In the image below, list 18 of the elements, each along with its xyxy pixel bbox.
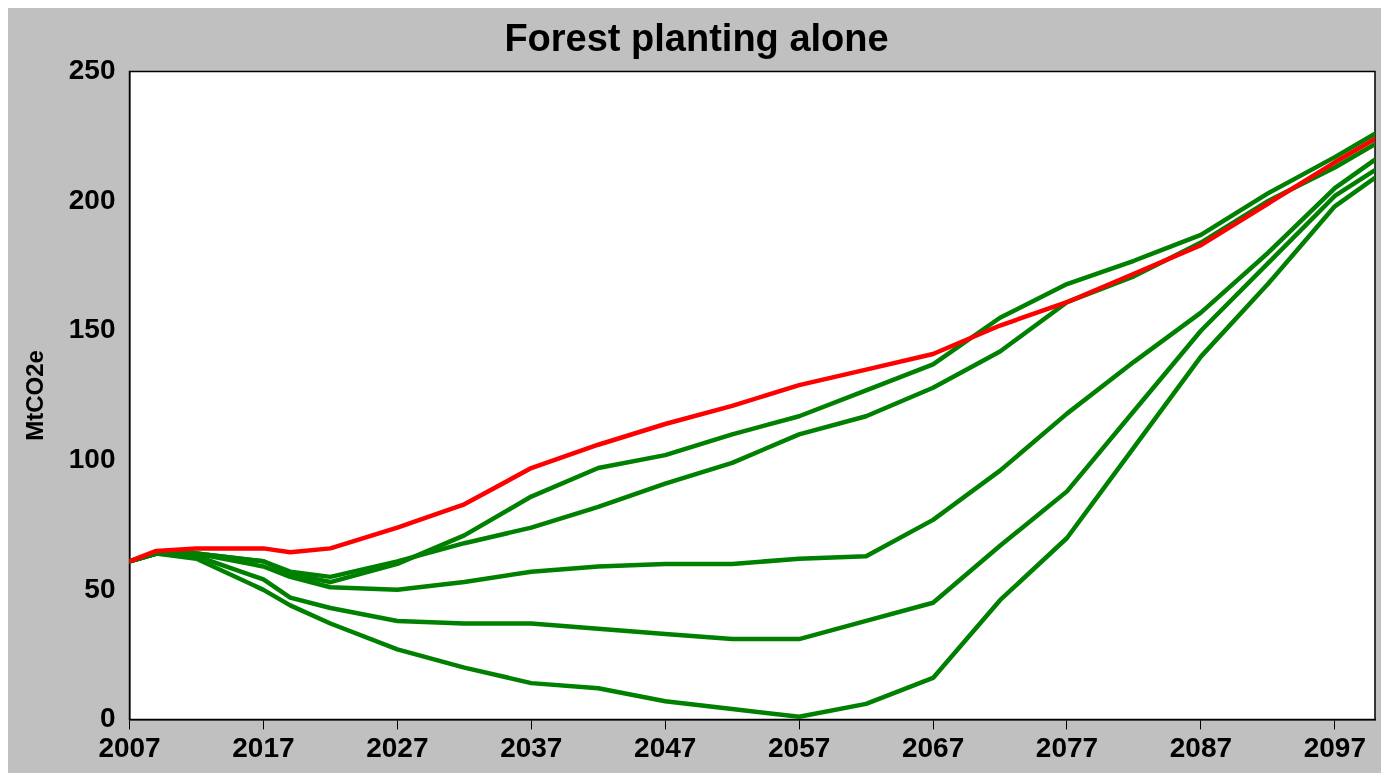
y-tick-label: 0 bbox=[99, 702, 116, 734]
x-tick-label: 2087 bbox=[1169, 731, 1233, 763]
y-tick-label: 50 bbox=[84, 572, 116, 604]
y-tick-label: 250 bbox=[68, 54, 116, 86]
x-tick-label: 2007 bbox=[98, 731, 161, 763]
y-tick-label: 150 bbox=[68, 313, 116, 345]
x-tick-label: 2057 bbox=[767, 731, 831, 763]
x-tick-label: 2047 bbox=[634, 731, 697, 763]
x-tick-label: 2027 bbox=[366, 731, 429, 763]
x-tick-label: 2097 bbox=[1303, 731, 1366, 763]
x-tick-label: 2017 bbox=[232, 731, 295, 763]
y-axis-title: MtCO2e bbox=[21, 350, 49, 441]
y-tick-label: 100 bbox=[68, 443, 116, 474]
x-tick-label: 2077 bbox=[1035, 731, 1099, 763]
x-tick-label: 2037 bbox=[500, 731, 563, 763]
y-tick-label: 200 bbox=[68, 183, 116, 215]
x-tick-label: 2067 bbox=[901, 731, 965, 763]
chart-title: Forest planting alone bbox=[504, 17, 889, 60]
